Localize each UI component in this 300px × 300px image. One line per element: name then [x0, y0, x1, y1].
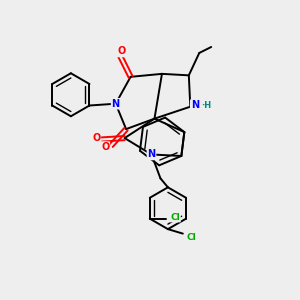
Text: O: O	[118, 46, 126, 56]
Text: N: N	[191, 100, 199, 110]
Text: ·H: ·H	[201, 101, 211, 110]
Text: Cl: Cl	[186, 233, 196, 242]
Text: O: O	[101, 142, 109, 152]
Text: N: N	[147, 149, 156, 160]
Text: N: N	[112, 99, 120, 109]
Text: O: O	[92, 133, 100, 143]
Text: Cl: Cl	[170, 213, 180, 222]
